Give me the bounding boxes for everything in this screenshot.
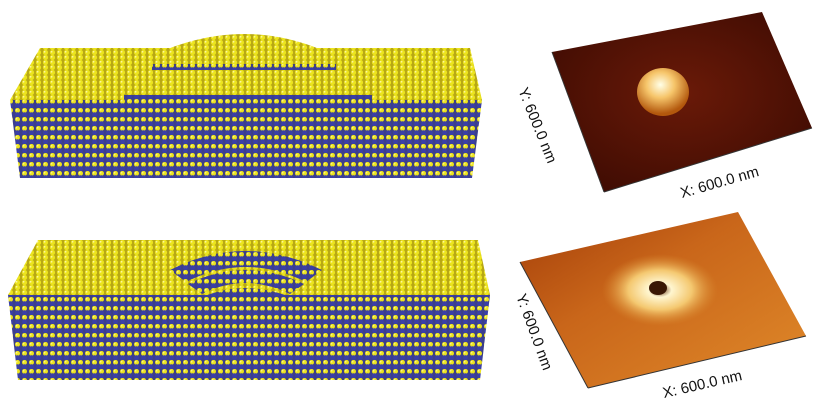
afm-peak (637, 68, 689, 116)
afm-y-label: Y: 600.0 nm (514, 85, 560, 166)
afm-image-mound: X: 600.0 nm Y: 600.0 nm (514, 12, 813, 202)
afm-x-label: X: 600.0 nm (661, 367, 744, 402)
slab-top-surface (8, 240, 490, 295)
slab-front-face (10, 100, 482, 178)
afm-image-pit: X: 600.0 nm Y: 600.0 nm (512, 212, 807, 402)
atomic-model-mound (10, 34, 482, 178)
slab-front-face (8, 295, 490, 380)
mound-terraces (122, 34, 372, 100)
pit-terraces (170, 251, 322, 316)
afm-x-label: X: 600.0 nm (678, 163, 760, 202)
atomic-model-pit (8, 240, 490, 380)
afm-pit-hole (649, 281, 667, 295)
